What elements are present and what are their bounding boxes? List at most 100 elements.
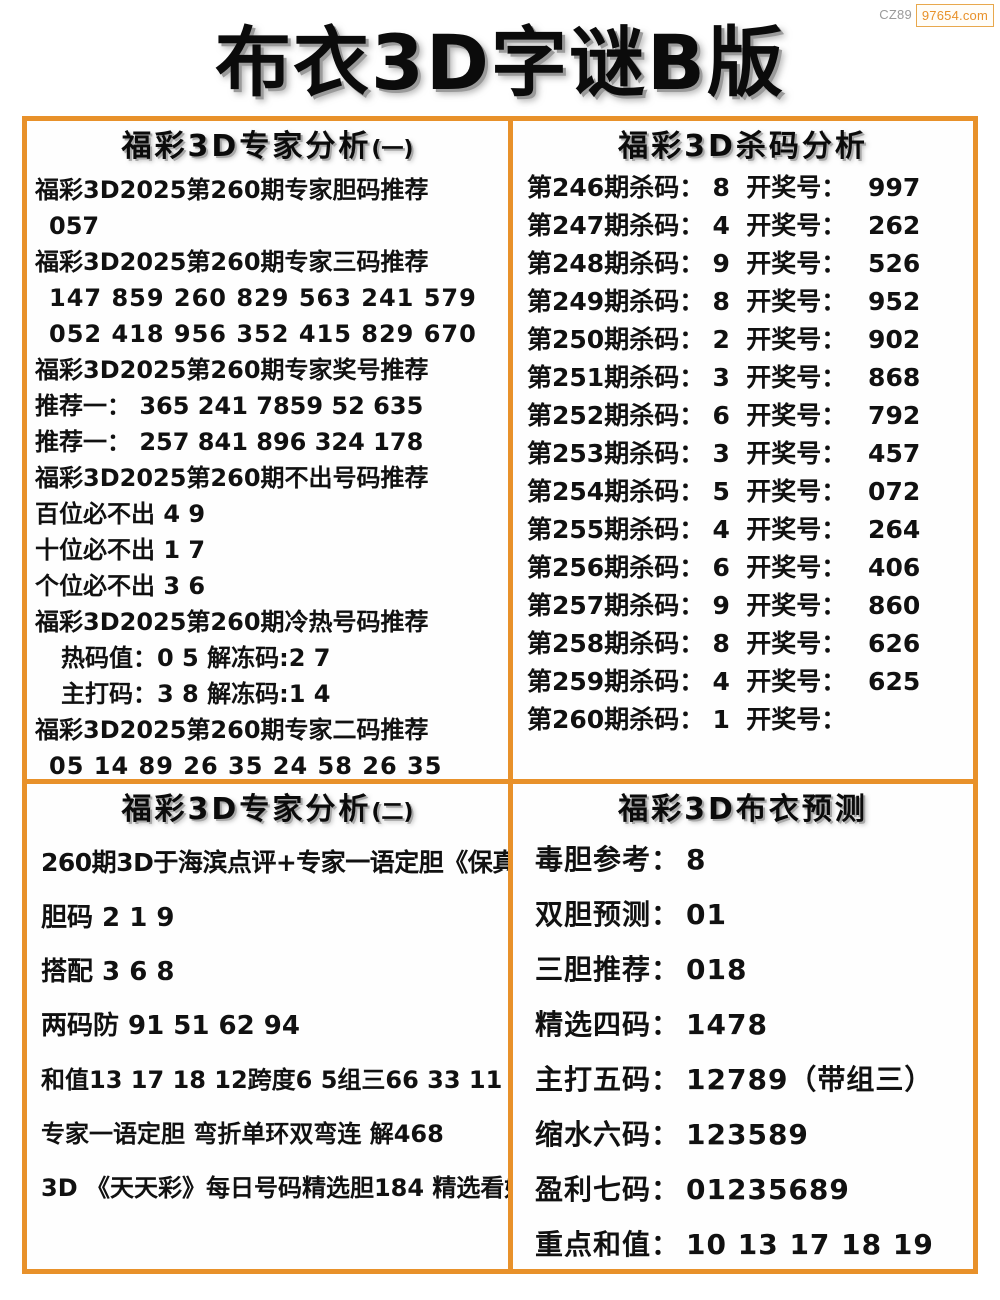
kill-row-suffix: 期杀码： xyxy=(604,515,705,544)
panel-kill-code-analysis: 福彩3D杀码分析 第 246 期杀码： 8 开奖号： 997 第 247 期杀码： 4 开奖号： 2… xyxy=(508,121,973,779)
expert-two-line: 搭配 3 6 8 xyxy=(41,957,175,987)
kill-code-row: 第 246 期杀码： 8 开奖号： 997 xyxy=(521,169,965,207)
kill-row-kill-value: 8 xyxy=(712,629,730,658)
kill-row-open-label: 开奖号： xyxy=(746,477,847,506)
kill-row-open-label: 开奖号： xyxy=(746,249,847,278)
kill-row-kill-value: 1 xyxy=(712,705,730,734)
panel-header-expert-one: 福彩3D专家分析(一) xyxy=(35,127,500,170)
kill-row-open-number: 457 xyxy=(868,439,921,468)
kill-code-row: 第 253 期杀码： 3 开奖号： 457 xyxy=(521,435,965,473)
watermark-domain: 97654.com xyxy=(915,4,994,27)
kill-row-issue: 249 xyxy=(552,287,605,316)
forecast-value: 12789（带组三） xyxy=(686,1063,934,1096)
forecast-label: 盈利七码： xyxy=(535,1173,681,1206)
kill-row-open-label: 开奖号： xyxy=(746,591,847,620)
forecast-row: 三胆推荐： 018 xyxy=(521,942,965,997)
kill-code-row: 第 255 期杀码： 4 开奖号： 264 xyxy=(521,511,965,549)
kill-code-row: 第 252 期杀码： 6 开奖号： 792 xyxy=(521,397,965,435)
kill-row-issue: 247 xyxy=(552,211,605,240)
kill-row-open-label: 开奖号： xyxy=(746,325,847,354)
kill-row-kill-value: 9 xyxy=(712,591,730,620)
kill-row-suffix: 期杀码： xyxy=(604,363,705,392)
forecast-value: 10 13 17 18 19 xyxy=(686,1228,934,1261)
expert-one-line: 福彩3D2025第260期专家奖号推荐 xyxy=(35,356,429,384)
kill-row-prefix: 第 xyxy=(527,439,553,468)
kill-row-suffix: 期杀码： xyxy=(604,249,705,278)
site-watermark: CZ89 97654.com xyxy=(877,4,994,27)
kill-row-prefix: 第 xyxy=(527,591,553,620)
forecast-label: 主打五码： xyxy=(535,1063,681,1096)
content-grid: 福彩3D专家分析(一) 福彩3D2025第260期专家胆码推荐 057 福彩3D… xyxy=(22,116,978,1274)
kill-row-issue: 253 xyxy=(552,439,605,468)
kill-row-issue: 256 xyxy=(552,553,605,582)
kill-row-prefix: 第 xyxy=(527,667,553,696)
kill-code-row: 第 251 期杀码： 3 开奖号： 868 xyxy=(521,359,965,397)
forecast-value: 018 xyxy=(686,953,748,986)
kill-code-row: 第 248 期杀码： 9 开奖号： 526 xyxy=(521,245,965,283)
kill-row-issue: 255 xyxy=(552,515,605,544)
kill-code-row: 第 250 期杀码： 2 开奖号： 902 xyxy=(521,321,965,359)
forecast-label: 缩水六码： xyxy=(535,1118,681,1151)
page-title: 布衣3D字谜B版 xyxy=(215,18,785,107)
kill-row-issue: 246 xyxy=(552,173,605,202)
kill-row-kill-value: 4 xyxy=(712,667,730,696)
kill-code-row: 第 247 期杀码： 4 开奖号： 262 xyxy=(521,207,965,245)
kill-row-open-number: 860 xyxy=(868,591,921,620)
kill-row-kill-value: 2 xyxy=(712,325,730,354)
expert-one-line: 福彩3D2025第260期冷热号码推荐 xyxy=(35,608,429,636)
kill-row-suffix: 期杀码： xyxy=(604,211,705,240)
panel-expert-analysis-two: 福彩3D专家分析(二) 260期3D于海滨点评+专家一语定胆《保真》 胆码 2 … xyxy=(27,779,508,1269)
kill-row-open-number: 072 xyxy=(868,477,921,506)
kill-row-issue: 259 xyxy=(552,667,605,696)
expert-one-line: 主打码：3 8 解冻码:1 4 xyxy=(61,680,331,708)
kill-row-prefix: 第 xyxy=(527,287,553,316)
forecast-row: 重点和值： 10 13 17 18 19 xyxy=(521,1217,965,1269)
kill-code-row: 第 249 期杀码： 8 开奖号： 952 xyxy=(521,283,965,321)
expert-one-line: 百位必不出 4 9 xyxy=(35,500,206,528)
kill-row-prefix: 第 xyxy=(527,173,553,202)
kill-row-issue: 260 xyxy=(552,705,605,734)
kill-row-suffix: 期杀码： xyxy=(604,629,705,658)
kill-code-row: 第 258 期杀码： 8 开奖号： 626 xyxy=(521,625,965,663)
kill-code-row: 第 254 期杀码： 5 开奖号： 072 xyxy=(521,473,965,511)
panel-header-expert-two-suffix: (二) xyxy=(371,800,414,825)
kill-row-open-label: 开奖号： xyxy=(746,439,847,468)
kill-row-prefix: 第 xyxy=(527,363,553,392)
kill-row-suffix: 期杀码： xyxy=(604,325,705,354)
kill-row-suffix: 期杀码： xyxy=(604,477,705,506)
expert-one-line: 福彩3D2025第260期专家胆码推荐 xyxy=(35,176,429,204)
kill-row-suffix: 期杀码： xyxy=(604,401,705,430)
kill-row-suffix: 期杀码： xyxy=(604,591,705,620)
kill-row-open-number: 626 xyxy=(868,629,921,658)
kill-code-row: 第 260 期杀码： 1 开奖号： xyxy=(521,701,965,739)
expert-one-line: 推荐一： 365 241 7859 52 635 xyxy=(35,392,424,420)
expert-one-line: 147 859 260 829 563 241 579 xyxy=(49,284,477,312)
watermark-code: CZ89 xyxy=(879,7,912,22)
kill-row-kill-value: 6 xyxy=(712,553,730,582)
kill-row-suffix: 期杀码： xyxy=(604,553,705,582)
kill-row-prefix: 第 xyxy=(527,211,553,240)
expert-one-line: 福彩3D2025第260期专家二码推荐 xyxy=(35,716,429,744)
forecast-value: 123589 xyxy=(686,1118,809,1151)
forecast-label: 毒胆参考： xyxy=(535,843,681,876)
expert-one-line: 福彩3D2025第260期专家三码推荐 xyxy=(35,248,429,276)
kill-row-kill-value: 3 xyxy=(712,363,730,392)
expert-two-line: 胆码 2 1 9 xyxy=(41,903,175,933)
panel-header-expert-one-main: 福彩3D专家分析 xyxy=(121,129,372,164)
expert-two-line: 和值13 17 18 12跨度6 5组三66 33 11 xyxy=(41,1066,503,1094)
kill-row-open-number: 264 xyxy=(868,515,921,544)
kill-row-suffix: 期杀码： xyxy=(604,705,705,734)
kill-row-open-label: 开奖号： xyxy=(746,515,847,544)
kill-row-open-label: 开奖号： xyxy=(746,287,847,316)
expert-one-line: 052 418 956 352 415 829 670 xyxy=(49,320,477,348)
kill-row-open-label: 开奖号： xyxy=(746,173,847,202)
kill-row-open-number: 952 xyxy=(868,287,921,316)
kill-row-prefix: 第 xyxy=(527,325,553,354)
expert-one-line: 推荐一： 257 841 896 324 178 xyxy=(35,428,424,456)
kill-row-issue: 251 xyxy=(552,363,605,392)
expert-one-line: 057 xyxy=(49,212,100,240)
kill-row-open-number: 625 xyxy=(868,667,921,696)
kill-row-prefix: 第 xyxy=(527,515,553,544)
panel-header-expert-two: 福彩3D专家分析(二) xyxy=(35,790,500,833)
forecast-row: 主打五码： 12789（带组三） xyxy=(521,1052,965,1107)
